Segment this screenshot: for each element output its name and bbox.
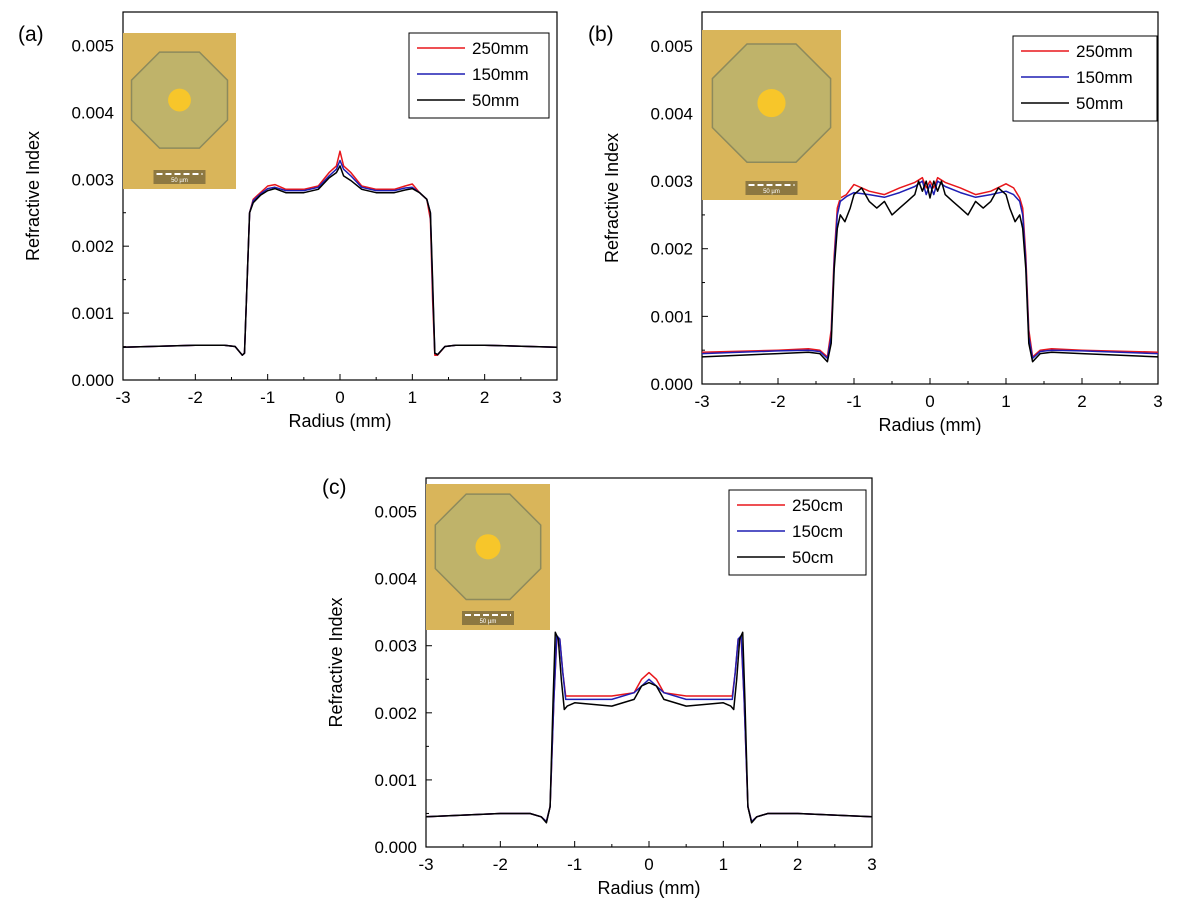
y-tick-label: 0.000 bbox=[650, 375, 693, 394]
series-line-150mm bbox=[122, 159, 558, 356]
panel-label: (a) bbox=[18, 23, 44, 46]
y-tick-label: 0.004 bbox=[650, 104, 693, 123]
y-tick-label: 0.002 bbox=[650, 240, 693, 259]
x-tick-label: 0 bbox=[644, 855, 653, 874]
inset-scale-label: 50 µm bbox=[480, 619, 497, 625]
y-tick-label: 0.000 bbox=[71, 371, 114, 390]
y-tick-label: 0.001 bbox=[71, 304, 114, 323]
series-line-50mm bbox=[122, 165, 558, 356]
legend-entry: 250mm bbox=[472, 39, 529, 58]
series-line-250mm bbox=[701, 176, 1159, 358]
chart-panel-c: (c) -3 -2 -1 0 1 2 3 0.000 0.001 0.002 0.003 0.004 0.… bbox=[322, 476, 877, 898]
y-tick-label: 0.005 bbox=[650, 37, 693, 56]
legend-entry: 250mm bbox=[1076, 42, 1133, 61]
legend: 250mm 150mm 50mm bbox=[1012, 35, 1158, 122]
legend-entry: 150mm bbox=[1076, 68, 1133, 87]
legend-entry: 50cm bbox=[792, 548, 834, 567]
x-axis-label: Radius (mm) bbox=[597, 878, 700, 898]
x-tick-label: 1 bbox=[1001, 392, 1010, 411]
x-tick-label: 2 bbox=[1077, 392, 1086, 411]
y-tick-label: 0.002 bbox=[374, 704, 417, 723]
legend-box bbox=[728, 489, 867, 576]
x-tick-label: 3 bbox=[867, 855, 876, 874]
y-axis-label: Refractive Index bbox=[23, 131, 43, 261]
x-axis-label: Radius (mm) bbox=[288, 411, 391, 431]
series-line-150mm bbox=[701, 180, 1159, 360]
inset-core bbox=[757, 89, 786, 118]
inset-micrograph: 50 µm bbox=[426, 484, 550, 630]
y-tick-label: 0.005 bbox=[374, 503, 417, 522]
y-tick-label: 0.003 bbox=[650, 172, 693, 191]
x-tick-label: -1 bbox=[846, 392, 861, 411]
x-tick-label: -3 bbox=[115, 388, 130, 407]
inset-micrograph: 50 µm bbox=[123, 33, 236, 189]
inset-scale-label: 50 µm bbox=[763, 189, 780, 195]
y-tick-label: 0.001 bbox=[374, 771, 417, 790]
legend-entry: 50mm bbox=[472, 91, 519, 110]
y-tick-label: 0.004 bbox=[374, 570, 417, 589]
y-axis-label: Refractive Index bbox=[602, 133, 622, 263]
legend-entry: 250cm bbox=[792, 496, 843, 515]
x-axis-label: Radius (mm) bbox=[878, 415, 981, 435]
x-tick-label: 3 bbox=[1153, 392, 1162, 411]
x-tick-label: 1 bbox=[408, 388, 417, 407]
chart-panel-a: (a) -3 -2 -1 0 1 2 3 0.000 0.001 0.002 0.003 0.004 0.… bbox=[18, 11, 562, 431]
y-tick-label: 0.001 bbox=[650, 307, 693, 326]
y-tick-label: 0.000 bbox=[374, 838, 417, 857]
inset-core bbox=[475, 534, 501, 560]
chart-panel-b: (b) -3 -2 -1 0 1 2 3 0.000 0.001 0.002 0.003 0.004 0.… bbox=[588, 11, 1163, 435]
x-tick-label: -1 bbox=[567, 855, 582, 874]
inset-core bbox=[168, 88, 191, 112]
legend: 250cm 150cm 50cm bbox=[728, 489, 867, 576]
x-tick-label: -2 bbox=[770, 392, 785, 411]
series-line-250cm bbox=[425, 638, 873, 823]
panel-label: (b) bbox=[588, 23, 614, 46]
y-tick-label: 0.003 bbox=[71, 170, 114, 189]
x-tick-label: -1 bbox=[260, 388, 275, 407]
y-tick-label: 0.004 bbox=[71, 103, 114, 122]
y-axis-label: Refractive Index bbox=[326, 597, 346, 727]
x-tick-label: 0 bbox=[335, 388, 344, 407]
series-line-50cm bbox=[425, 631, 873, 824]
y-tick-label: 0.003 bbox=[374, 637, 417, 656]
x-tick-label: -2 bbox=[493, 855, 508, 874]
panel-label: (c) bbox=[322, 476, 347, 499]
x-tick-label: -3 bbox=[694, 392, 709, 411]
x-tick-label: 3 bbox=[552, 388, 561, 407]
legend-entry: 50mm bbox=[1076, 94, 1123, 113]
inset-scale-label: 50 µm bbox=[171, 178, 188, 184]
legend-entry: 150cm bbox=[792, 522, 843, 541]
x-tick-label: 2 bbox=[480, 388, 489, 407]
legend: 250mm 150mm 50mm bbox=[408, 32, 550, 119]
x-tick-label: 2 bbox=[793, 855, 802, 874]
inset-micrograph: 50 µm bbox=[702, 30, 841, 200]
x-tick-label: 1 bbox=[719, 855, 728, 874]
x-tick-label: -3 bbox=[418, 855, 433, 874]
legend-entry: 150mm bbox=[472, 65, 529, 84]
series-line-50mm bbox=[701, 180, 1159, 363]
legend-box bbox=[408, 32, 550, 119]
legend-box bbox=[1012, 35, 1158, 122]
x-tick-label: -2 bbox=[188, 388, 203, 407]
x-tick-label: 0 bbox=[925, 392, 934, 411]
y-tick-label: 0.005 bbox=[71, 36, 114, 55]
series-line-150cm bbox=[425, 634, 873, 823]
y-tick-label: 0.002 bbox=[71, 237, 114, 256]
